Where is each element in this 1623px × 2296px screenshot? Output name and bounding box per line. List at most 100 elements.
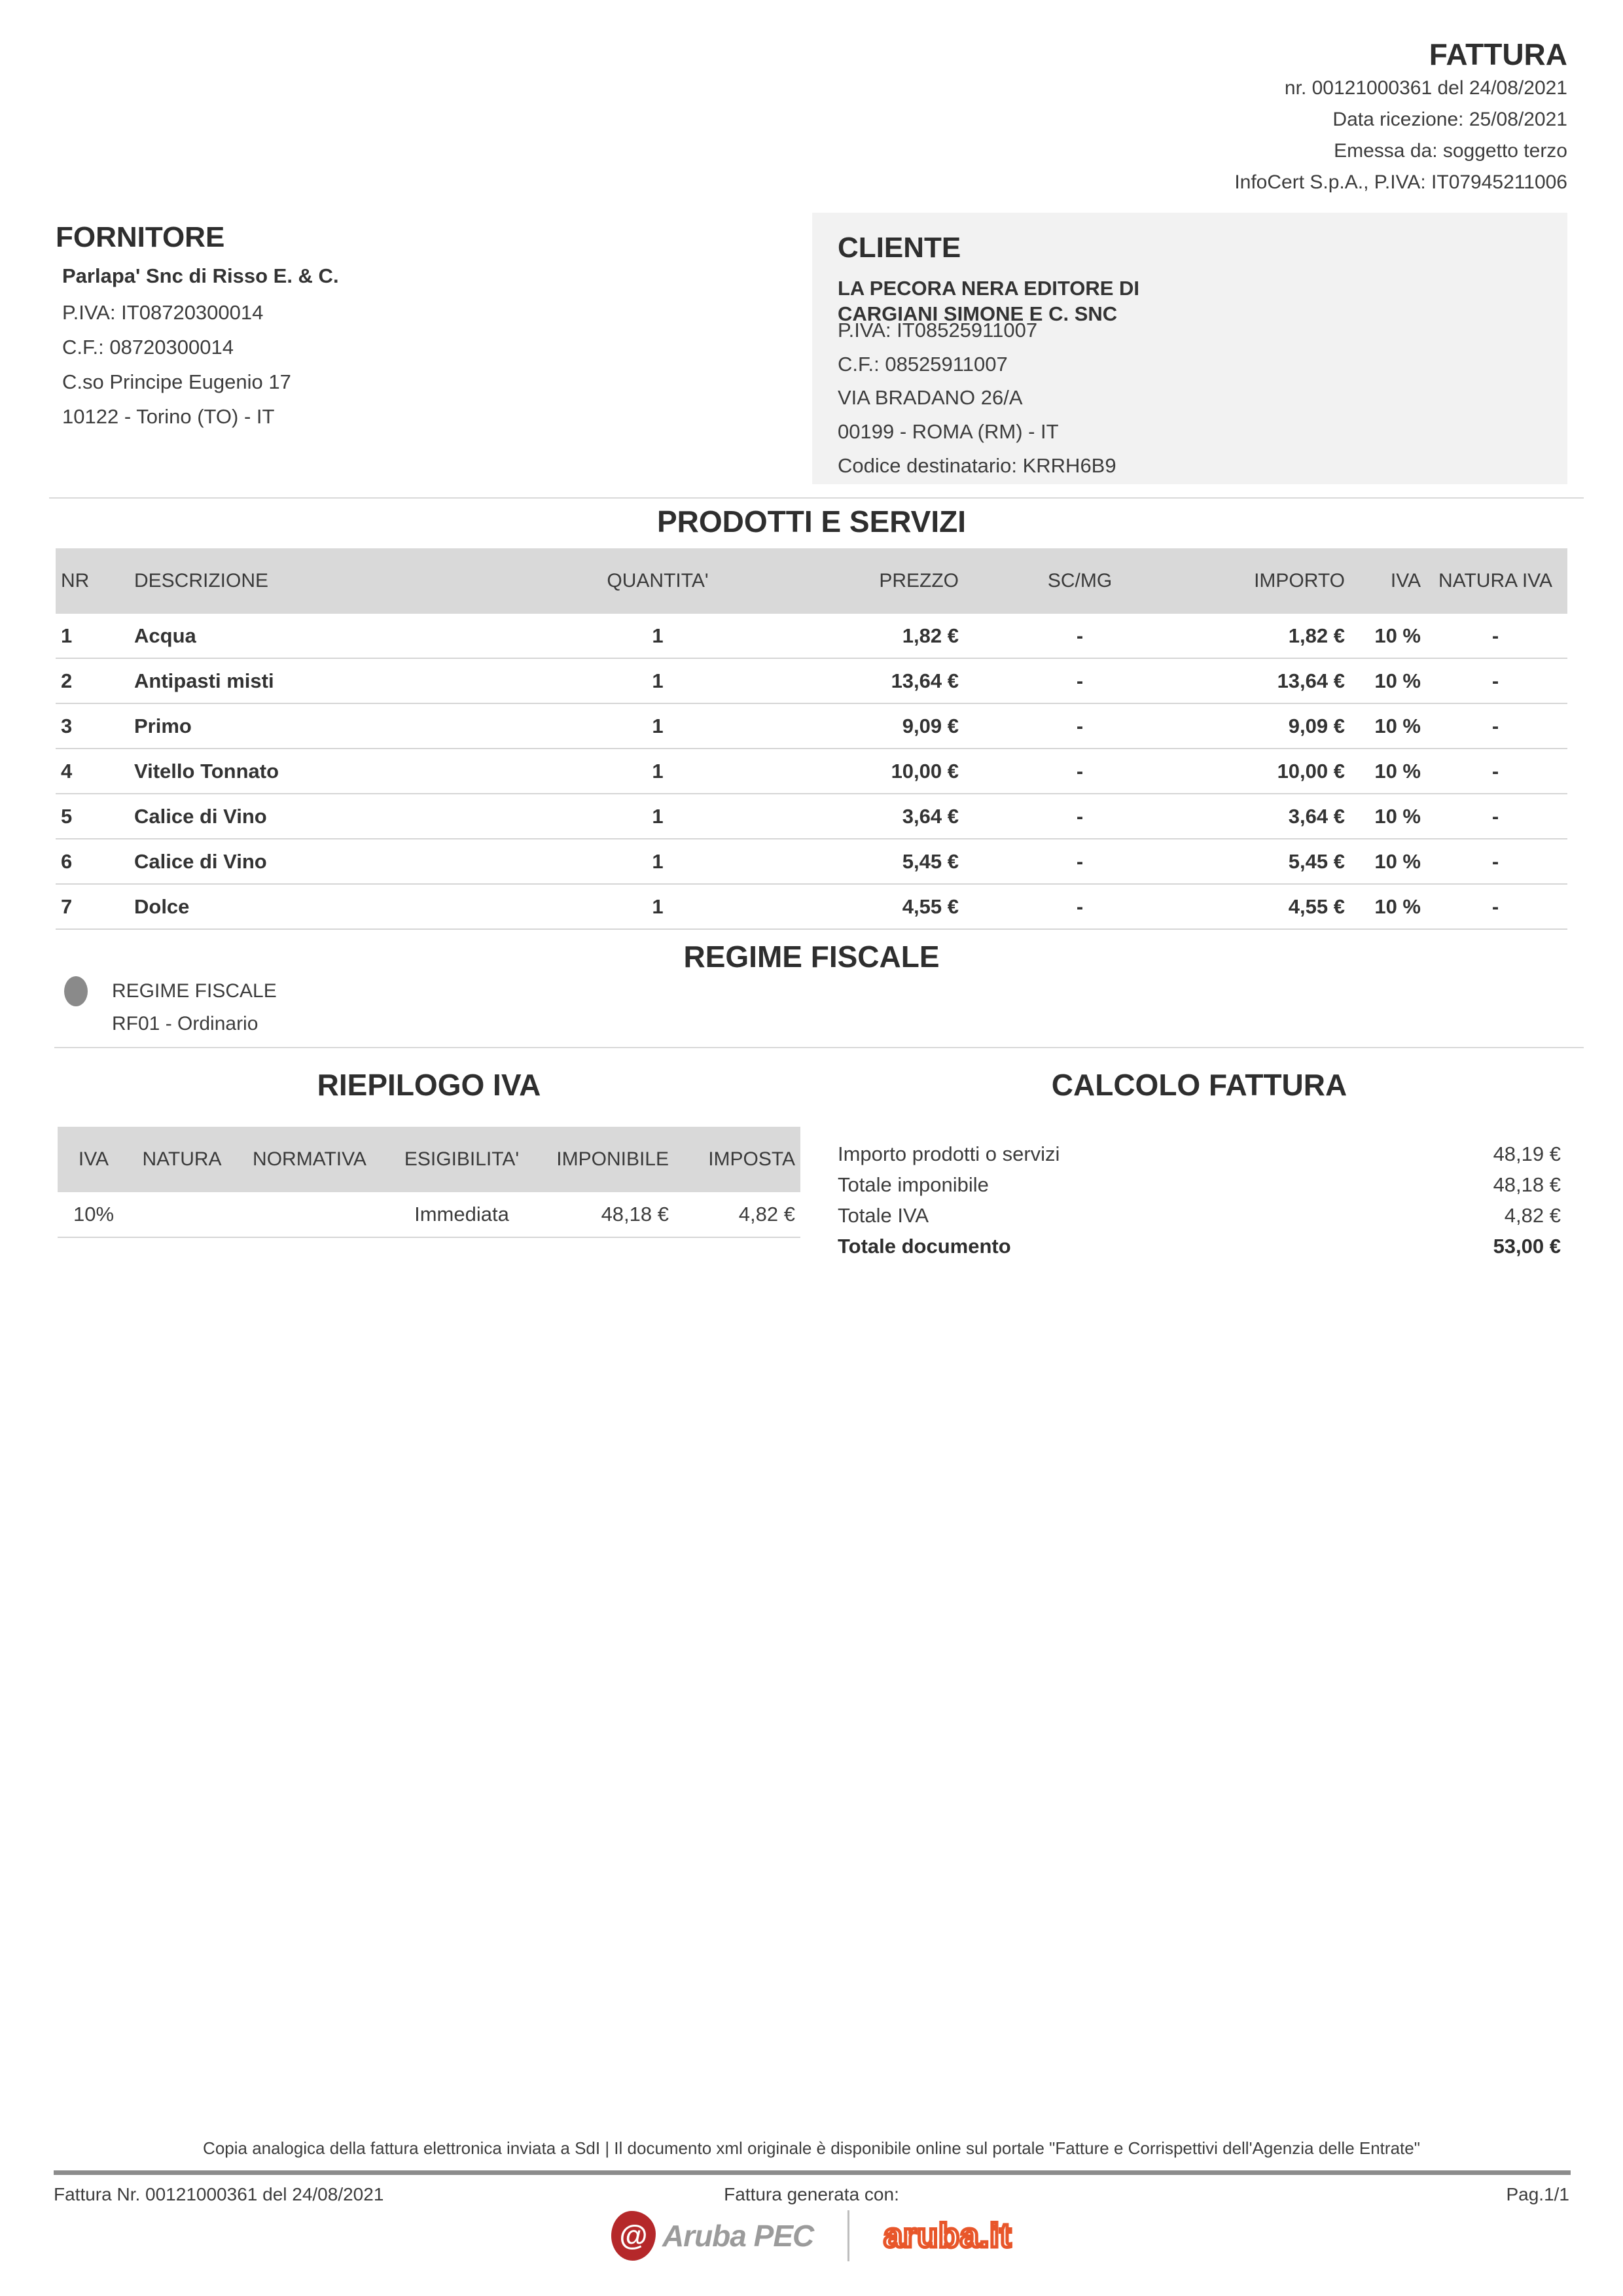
customer-address: VIA BRADANO 26/A <box>838 386 1023 409</box>
regime-value: RF01 - Ordinario <box>112 1013 259 1034</box>
footer-logos: @ Aruba PEC aruba.it <box>611 2210 1013 2261</box>
cell-natura: - <box>1491 849 1499 873</box>
table-row: 7 Dolce 1 4,55 € - 4,55 € 10 % - <box>56 885 1567 930</box>
cell-natura: - <box>1491 804 1499 828</box>
col-header-scmg: SC/MG <box>1047 570 1113 592</box>
cell-scmg: - <box>1076 804 1084 828</box>
cell-scmg: - <box>1076 759 1084 783</box>
calcolo-title: CALCOLO FATTURA <box>1051 1068 1347 1102</box>
riepilogo-table-header: IVA NATURA NORMATIVA ESIGIBILITA' IMPONI… <box>58 1127 800 1192</box>
customer-inner: CLIENTE LA PECORA NERA EDITORE DI CARGIA… <box>838 230 1548 327</box>
cell-natura: - <box>1491 894 1499 918</box>
footer-page-number: Pag.1/1 <box>1506 2184 1569 2204</box>
col-header-descrizione: DESCRIZIONE <box>134 570 269 592</box>
invoice-issuer-company: InfoCert S.p.A., P.IVA: IT07945211006 <box>1234 171 1567 193</box>
customer-section: CLIENTE LA PECORA NERA EDITORE DI CARGIA… <box>812 213 1567 484</box>
col-header-prezzo: PREZZO <box>879 570 959 592</box>
cell-nr: 6 <box>61 849 73 873</box>
calcolo-total-row: Totale documento 53,00 € <box>838 1231 1561 1262</box>
customer-city: 00199 - ROMA (RM) - IT <box>838 420 1059 443</box>
cell-descrizione: Calice di Vino <box>134 804 267 828</box>
calcolo-row: Totale IVA 4,82 € <box>838 1200 1561 1231</box>
table-row: 5 Calice di Vino 1 3,64 € - 3,64 € 10 % … <box>56 794 1567 839</box>
table-row: 4 Vitello Tonnato 1 10,00 € - 10,00 € 10… <box>56 749 1567 794</box>
table-row: 1 Acqua 1 1,82 € - 1,82 € 10 % - <box>56 614 1567 659</box>
cell-esigibilita: Immediata <box>414 1203 509 1226</box>
calcolo-value: 48,19 € <box>1493 1142 1561 1165</box>
cell-descrizione: Acqua <box>134 624 196 647</box>
supplier-city: 10122 - Torino (TO) - IT <box>62 405 275 428</box>
customer-piva: P.IVA: IT08525911007 <box>838 319 1038 342</box>
cell-iva: 10% <box>73 1203 115 1226</box>
cell-quantita: 1 <box>652 849 664 873</box>
calcolo-value: 4,82 € <box>1504 1203 1561 1227</box>
aruba-it-logo: aruba.it <box>882 2216 1013 2257</box>
cell-iva: 10 % <box>1374 669 1421 692</box>
cell-iva: 10 % <box>1374 894 1421 918</box>
riepilogo-table: IVA NATURA NORMATIVA ESIGIBILITA' IMPONI… <box>58 1127 800 1238</box>
cell-importo: 5,45 € <box>1288 849 1345 873</box>
invoice-reception-date: Data ricezione: 25/08/2021 <box>1332 109 1567 130</box>
regime-title: REGIME FISCALE <box>683 940 940 974</box>
col-header-normativa: NORMATIVA <box>253 1148 366 1170</box>
cell-iva: 10 % <box>1374 624 1421 647</box>
col-header-natura: NATURA <box>142 1148 222 1170</box>
cell-descrizione: Antipasti misti <box>134 669 274 692</box>
products-title: PRODOTTI E SERVIZI <box>657 504 966 539</box>
cell-scmg: - <box>1076 849 1084 873</box>
cell-scmg: - <box>1076 669 1084 692</box>
cell-nr: 7 <box>61 894 73 918</box>
col-header-nr: NR <box>61 570 90 592</box>
cell-scmg: - <box>1076 714 1084 737</box>
invoice-title: FATTURA <box>1429 37 1567 71</box>
cell-prezzo: 4,55 € <box>902 894 959 918</box>
cell-importo: 9,09 € <box>1288 714 1345 737</box>
cell-prezzo: 1,82 € <box>902 624 959 647</box>
table-row: 6 Calice di Vino 1 5,45 € - 5,45 € 10 % … <box>56 839 1567 885</box>
calcolo-label: Totale imponibile <box>838 1173 989 1196</box>
col-header-importo: IMPORTO <box>1254 570 1345 592</box>
col-header-imponibile: IMPONIBILE <box>556 1148 669 1170</box>
bullet-icon <box>64 976 88 1006</box>
cell-importo: 10,00 € <box>1277 759 1345 783</box>
cell-nr: 4 <box>61 759 73 783</box>
cell-importo: 4,55 € <box>1288 894 1345 918</box>
cell-prezzo: 13,64 € <box>891 669 959 692</box>
cell-importo: 13,64 € <box>1277 669 1345 692</box>
calcolo-row: Totale imponibile 48,18 € <box>838 1169 1561 1200</box>
customer-cf: C.F.: 08525911007 <box>838 353 1008 376</box>
cell-descrizione: Primo <box>134 714 192 737</box>
col-header-iva: IVA <box>78 1148 109 1170</box>
cell-quantita: 1 <box>652 714 664 737</box>
cell-nr: 3 <box>61 714 73 737</box>
supplier-piva: P.IVA: IT08720300014 <box>62 301 264 324</box>
cell-prezzo: 5,45 € <box>902 849 959 873</box>
customer-name-line1: LA PECORA NERA EDITORE DI <box>838 277 1140 300</box>
cell-scmg: - <box>1076 894 1084 918</box>
col-header-iva: IVA <box>1390 570 1421 592</box>
col-header-imposta: IMPOSTA <box>708 1148 795 1170</box>
supplier-heading: FORNITORE <box>56 221 225 253</box>
calcolo-total-label: Totale documento <box>838 1234 1011 1258</box>
cell-natura: - <box>1491 624 1499 647</box>
supplier-address: C.so Principe Eugenio 17 <box>62 370 291 393</box>
customer-heading: CLIENTE <box>838 232 961 264</box>
products-table: NR DESCRIZIONE QUANTITA' PREZZO SC/MG IM… <box>56 548 1567 930</box>
products-table-header: NR DESCRIZIONE QUANTITA' PREZZO SC/MG IM… <box>56 548 1567 614</box>
footer-divider <box>54 2170 1571 2175</box>
supplier-name: Parlapa' Snc di Risso E. & C. <box>62 264 339 287</box>
aruba-pec-at-icon: @ <box>611 2211 656 2261</box>
cell-nr: 1 <box>61 624 73 647</box>
cell-nr: 5 <box>61 804 73 828</box>
cell-iva: 10 % <box>1374 849 1421 873</box>
customer-name-line2: CARGIANI SIMONE E C. SNC <box>838 302 1118 325</box>
table-row: 2 Antipasti misti 1 13,64 € - 13,64 € 10… <box>56 659 1567 704</box>
customer-dest-code: Codice destinatario: KRRH6B9 <box>838 454 1116 477</box>
cell-prezzo: 10,00 € <box>891 759 959 783</box>
table-row: 3 Primo 1 9,09 € - 9,09 € 10 % - <box>56 704 1567 749</box>
cell-iva: 10 % <box>1374 714 1421 737</box>
cell-quantita: 1 <box>652 894 664 918</box>
supplier-cf: C.F.: 08720300014 <box>62 336 234 359</box>
cell-importo: 1,82 € <box>1288 624 1345 647</box>
riepilogo-row: 10% Immediata 48,18 € 4,82 € <box>58 1192 800 1238</box>
